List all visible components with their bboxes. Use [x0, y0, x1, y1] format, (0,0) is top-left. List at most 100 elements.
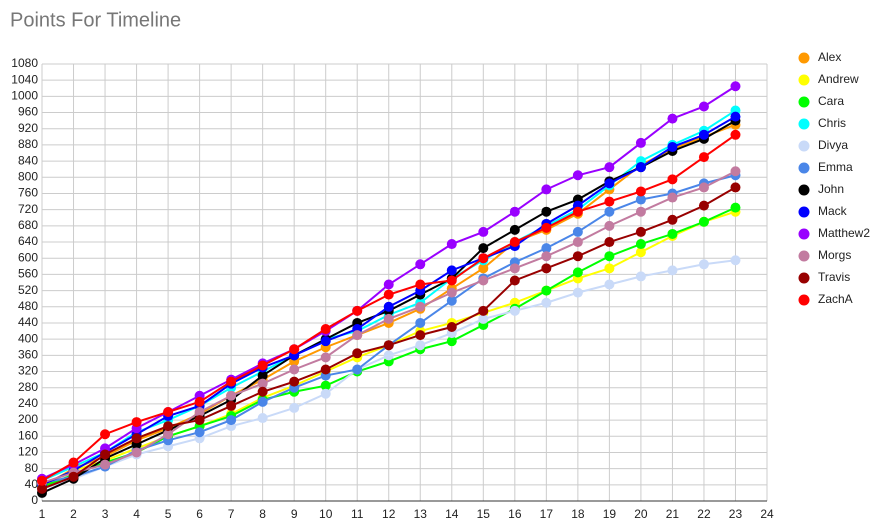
y-tick-label: 400	[18, 331, 38, 345]
y-tick-label: 520	[18, 283, 38, 297]
data-point	[131, 417, 142, 428]
data-point	[572, 267, 583, 278]
data-point	[478, 253, 489, 264]
data-point	[730, 182, 741, 193]
data-point	[415, 279, 426, 290]
data-point	[383, 279, 394, 290]
data-point	[320, 380, 331, 391]
data-point	[509, 224, 520, 235]
y-tick-label: 360	[18, 348, 38, 362]
y-tick-label: 1040	[11, 72, 38, 86]
legend-marker	[798, 162, 810, 174]
legend-label: Mack	[818, 204, 848, 218]
data-point	[383, 313, 394, 324]
data-point	[131, 447, 142, 458]
data-point	[572, 287, 583, 298]
data-point	[541, 184, 552, 195]
data-point	[383, 301, 394, 312]
data-point	[635, 271, 646, 282]
y-tick-label: 120	[18, 445, 38, 459]
data-point	[68, 457, 79, 468]
legend-marker	[798, 294, 810, 306]
data-point	[478, 243, 489, 254]
data-point	[446, 265, 457, 276]
data-point	[698, 259, 709, 270]
data-point	[730, 166, 741, 177]
data-point	[667, 141, 678, 152]
data-point	[257, 370, 268, 381]
x-tick-label: 20	[634, 507, 648, 521]
data-point	[163, 406, 174, 417]
legend-marker	[798, 52, 810, 64]
data-point	[604, 237, 615, 248]
data-point	[604, 279, 615, 290]
data-point	[698, 101, 709, 112]
x-tick-label: 6	[196, 507, 203, 521]
data-point	[635, 194, 646, 205]
data-point	[320, 388, 331, 399]
data-point	[541, 251, 552, 262]
data-point	[604, 251, 615, 262]
x-tick-label: 1	[39, 507, 46, 521]
data-point	[698, 200, 709, 211]
x-tick-label: 21	[666, 507, 680, 521]
legend-marker	[798, 96, 810, 108]
x-tick-label: 17	[540, 507, 554, 521]
data-point	[667, 192, 678, 203]
data-point	[289, 364, 300, 375]
legend-label: Chris	[818, 116, 846, 130]
y-tick-label: 480	[18, 299, 38, 313]
data-point	[635, 162, 646, 173]
data-point	[194, 415, 205, 426]
data-point	[383, 350, 394, 361]
data-point	[289, 376, 300, 387]
chart-title: Points For Timeline	[10, 9, 181, 31]
data-point	[635, 226, 646, 237]
data-point	[698, 152, 709, 163]
x-tick-label: 10	[319, 507, 333, 521]
legend-label: Morgs	[818, 248, 851, 262]
data-point	[383, 340, 394, 351]
legend-label: John	[818, 182, 844, 196]
y-tick-label: 1080	[11, 56, 38, 70]
y-tick-label: 320	[18, 364, 38, 378]
legend-label: Cara	[818, 94, 844, 108]
y-tick-label: 800	[18, 169, 38, 183]
x-tick-label: 9	[291, 507, 298, 521]
data-point	[730, 81, 741, 92]
legend-marker	[798, 184, 810, 196]
legend-label: ZachA	[818, 292, 853, 306]
data-point	[698, 182, 709, 193]
x-tick-label: 18	[571, 507, 585, 521]
data-point	[68, 471, 79, 482]
data-point	[289, 344, 300, 355]
data-point	[226, 390, 237, 401]
data-point	[163, 429, 174, 440]
y-tick-label: 720	[18, 202, 38, 216]
data-point	[415, 317, 426, 328]
data-point	[635, 186, 646, 197]
data-point	[257, 413, 268, 424]
data-point	[604, 162, 615, 173]
data-point	[194, 406, 205, 417]
y-tick-label: 560	[18, 267, 38, 281]
data-point	[478, 305, 489, 316]
data-point	[572, 237, 583, 248]
y-tick-label: 840	[18, 153, 38, 167]
x-tick-label: 16	[508, 507, 522, 521]
data-point	[163, 421, 174, 432]
data-point	[541, 263, 552, 274]
x-tick-label: 15	[477, 507, 491, 521]
data-point	[289, 402, 300, 413]
data-point	[320, 352, 331, 363]
data-point	[730, 202, 741, 213]
x-tick-label: 12	[382, 507, 396, 521]
data-point	[194, 427, 205, 438]
y-tick-label: 0	[31, 493, 38, 507]
legend-marker	[798, 140, 810, 152]
data-point	[509, 237, 520, 248]
data-point	[194, 396, 205, 407]
data-point	[730, 111, 741, 122]
data-point	[572, 251, 583, 262]
